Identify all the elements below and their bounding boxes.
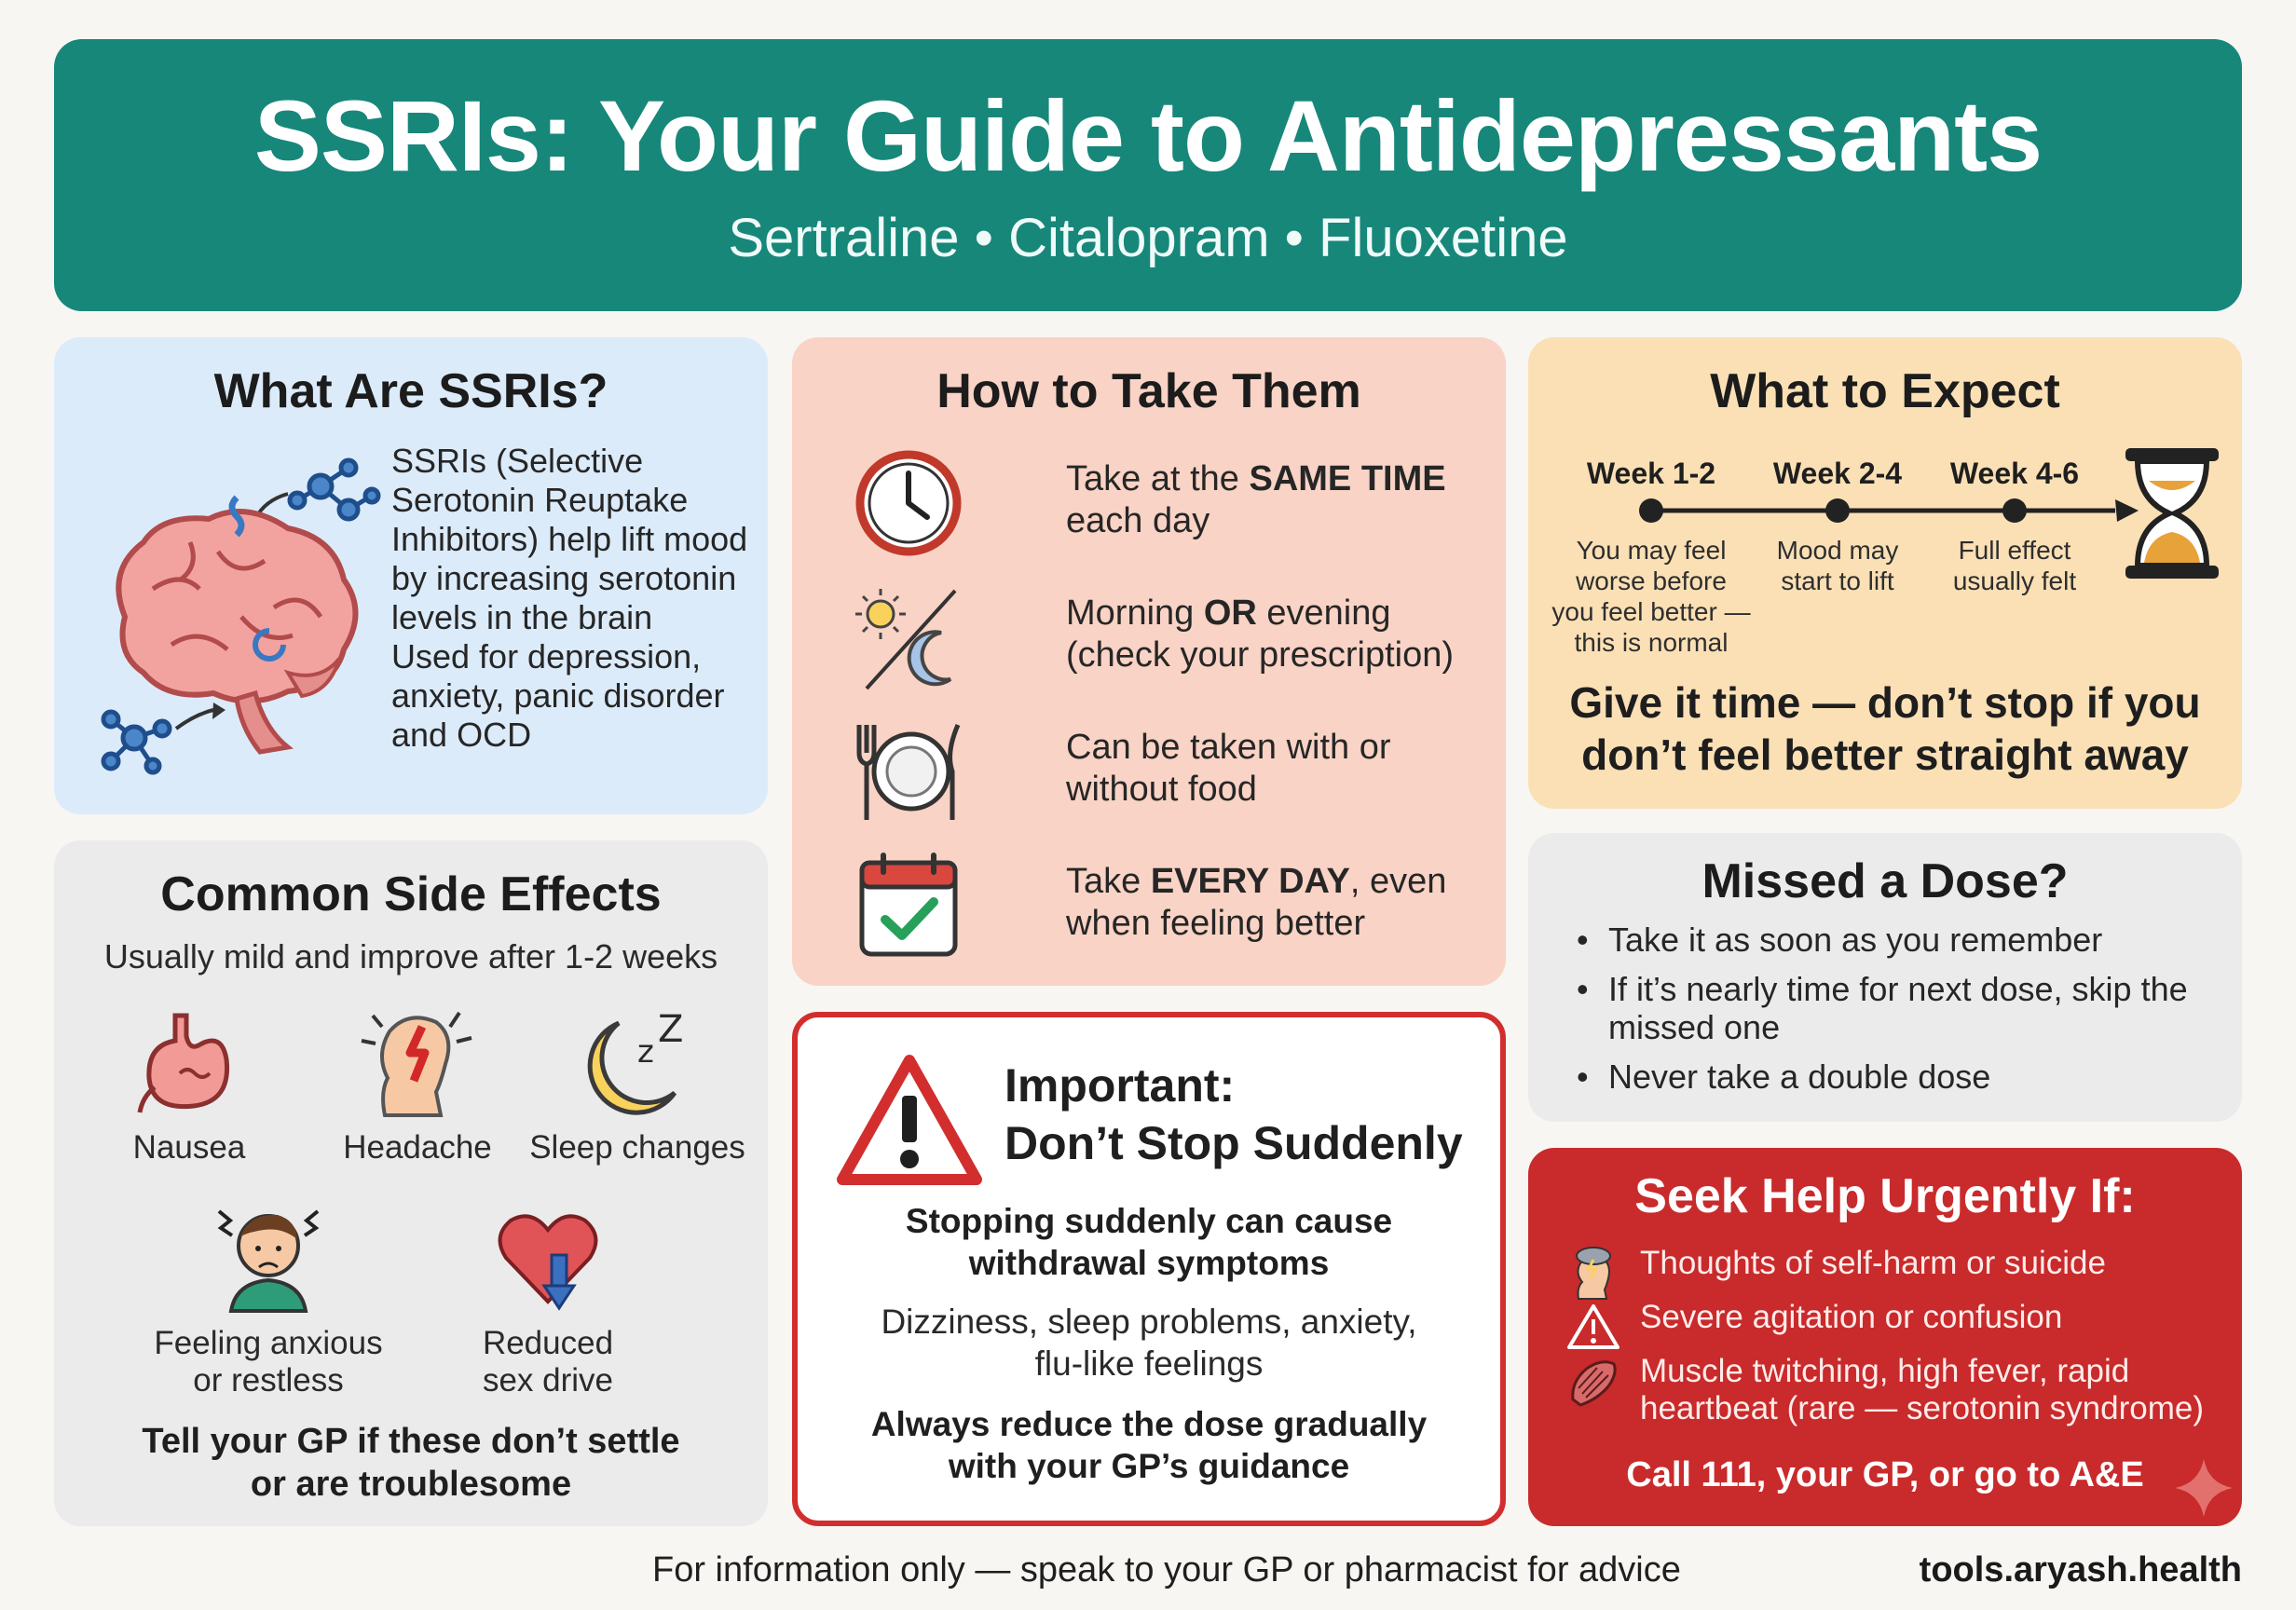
week-4-6-desc: Full effect usually felt [1952, 536, 2077, 595]
important-symptoms: Dizziness, sleep problems, anxiety, flu-… [798, 1301, 1500, 1385]
expect-title: What to Expect [1710, 364, 2060, 418]
expect-advice-1: Give it time — don’t stop if you [1569, 678, 2201, 727]
how-text-3: Can be taken with or without food [1066, 728, 1391, 809]
hourglass-icon [2125, 448, 2219, 579]
brain-icon [101, 457, 381, 775]
warning-icon [1567, 1304, 1620, 1349]
important-title: Important: Don’t Stop Suddenly [1004, 1057, 1463, 1172]
how-title: How to Take Them [936, 364, 1361, 418]
important-p3-line2: with your GP’s guidance [948, 1447, 1350, 1485]
important-p1-line1: Stopping suddenly can cause [905, 1202, 1393, 1240]
sparkle-icon [2175, 1459, 2233, 1517]
what-to-expect-panel: What to Expect Week 1-2 Week 2-4 Week 4-… [1528, 337, 2242, 809]
storm-head-icon [1576, 1247, 1611, 1300]
calendar-check-icon [859, 853, 958, 957]
nausea-label: Nausea [132, 1129, 246, 1166]
help-call-action: Call 111, your GP, or go to A&E [1626, 1455, 2144, 1494]
how-item-same-time: Take at the SAME TIME each day [848, 447, 1482, 559]
footer-disclaimer: For information only — speak to your GP … [652, 1550, 1681, 1590]
important-p2-line1: Dizziness, sleep problems, anxiety, [881, 1303, 1417, 1341]
side-effect-nausea: Nausea [110, 1008, 268, 1167]
help-title: Seek Help Urgently If: [1634, 1169, 2136, 1223]
list-item: Never take a double dose [1577, 1057, 2220, 1096]
help-text-1: Thoughts of self-harm or suicide [1640, 1245, 2106, 1281]
week-4-6-label: Week 4-6 [1949, 457, 2080, 490]
how-item-morning-evening: Morning OR evening (check your prescript… [848, 581, 1482, 693]
moon-icon: z Z [587, 1008, 683, 1115]
missed-list: Take it as soon as you remember If it’s … [1577, 921, 2220, 1107]
stomach-icon [137, 1013, 230, 1113]
list-item: If it’s nearly time for next dose, skip … [1577, 970, 2220, 1046]
help-text-3: Muscle twitching, high fever, rapid hear… [1640, 1353, 2204, 1426]
plate-icon [856, 724, 961, 820]
week-1-2-label: Week 1-2 [1586, 457, 1716, 490]
page-subtitle: Sertraline • Citalopram • Fluoxetine [728, 208, 1568, 269]
important-withdrawal: Stopping suddenly can cause withdrawal s… [798, 1200, 1500, 1284]
how-text-2: Morning OR evening (check your prescript… [1066, 594, 1455, 675]
side-effects-note: Usually mild and improve after 1-2 weeks [103, 937, 718, 976]
missed-dose-panel: Missed a Dose? Take it as soon as you re… [1528, 833, 2242, 1122]
week-2-4-label: Week 2-4 [1772, 457, 1903, 490]
muscle-icon [1571, 1360, 1617, 1407]
list-item: Take it as soon as you remember [1577, 921, 2220, 959]
anxious-label-1: Feeling anxious [154, 1325, 383, 1361]
footer-site-link[interactable]: tools.aryash.health [1919, 1550, 2242, 1590]
important-p2-line2: flu-like feelings [1034, 1344, 1264, 1383]
side-effect-sleep: z Z Sleep changes [526, 1004, 749, 1167]
what-text-1: SSRIs (Selective Serotonin Reuptake Inhi… [391, 442, 748, 636]
sex-drive-label-1: Reduced [482, 1325, 614, 1361]
svg-text:Z: Z [658, 1008, 683, 1051]
page-title: SSRIs: Your Guide to Antidepressants [253, 79, 2043, 192]
week-2-4-desc: Mood may start to lift [1776, 536, 1899, 595]
side-effect-headache: Headache [324, 999, 511, 1167]
svg-text:z: z [637, 1033, 654, 1071]
week-1-2-desc: You may feel worse before you feel bette… [1551, 536, 1751, 657]
how-text-1: Take at the SAME TIME each day [1066, 459, 1446, 540]
side-effect-anxious: Feeling anxious or restless [147, 1194, 390, 1399]
header-banner: SSRIs: Your Guide to Antidepressants Ser… [54, 39, 2242, 311]
how-text-4: Take EVERY DAY, even when feeling better [1066, 862, 1447, 943]
anxious-label-2: or restless [193, 1362, 344, 1399]
headache-icon [361, 1011, 472, 1117]
heart-down-icon [498, 1214, 598, 1311]
what-are-ssris-panel: What Are SSRIs? SSRIs (Selective Seroton… [54, 337, 768, 814]
important-p1-line2: withdrawal symptoms [968, 1244, 1330, 1282]
headache-label: Headache [343, 1129, 492, 1166]
how-to-take-panel: How to Take Them Take at the SAME TIME e… [792, 337, 1506, 986]
important-guidance: Always reduce the dose gradually with yo… [798, 1403, 1500, 1487]
anxious-person-icon [217, 1209, 320, 1313]
warning-triangle-icon [837, 1055, 982, 1185]
timeline-arrow [1639, 498, 2139, 523]
what-description: SSRIs (Selective Serotonin Reuptake Inhi… [391, 442, 760, 755]
side-effects-panel: Common Side Effects Usually mild and imp… [54, 840, 768, 1526]
how-item-food: Can be taken with or without food [848, 716, 1482, 827]
sleep-label: Sleep changes [529, 1129, 745, 1166]
expect-advice: Give it time — don’t stop if you don’t f… [1528, 676, 2242, 781]
important-title-2: Don’t Stop Suddenly [1004, 1117, 1463, 1169]
side-effect-sex-drive: Reduced sex drive [445, 1204, 650, 1399]
expect-advice-2: don’t feel better straight away [1581, 730, 2189, 779]
clock-icon [855, 450, 962, 556]
help-text-2: Severe agitation or confusion [1640, 1299, 2063, 1335]
important-p3-line1: Always reduce the dose gradually [870, 1405, 1428, 1443]
important-panel: Important: Don’t Stop Suddenly Stopping … [792, 1012, 1506, 1526]
side-effects-advice-2: or are troublesome [250, 1465, 572, 1504]
how-item-every-day: Take EVERY DAY, even when feeling better [848, 850, 1482, 962]
sun-moon-icon [855, 589, 957, 690]
side-effects-advice-1: Tell your GP if these don’t settle [142, 1422, 680, 1461]
seek-help-panel: Seek Help Urgently If: Thoughts of self-… [1528, 1148, 2242, 1526]
sex-drive-label-2: sex drive [482, 1362, 614, 1399]
side-effects-title: Common Side Effects [160, 867, 662, 921]
what-text-2: Used for depression, anxiety, panic diso… [391, 637, 725, 754]
side-effects-advice: Tell your GP if these don’t settle or ar… [54, 1420, 768, 1506]
important-title-1: Important: [1004, 1059, 1236, 1112]
missed-title: Missed a Dose? [1702, 854, 2069, 908]
what-title: What Are SSRIs? [213, 364, 608, 418]
